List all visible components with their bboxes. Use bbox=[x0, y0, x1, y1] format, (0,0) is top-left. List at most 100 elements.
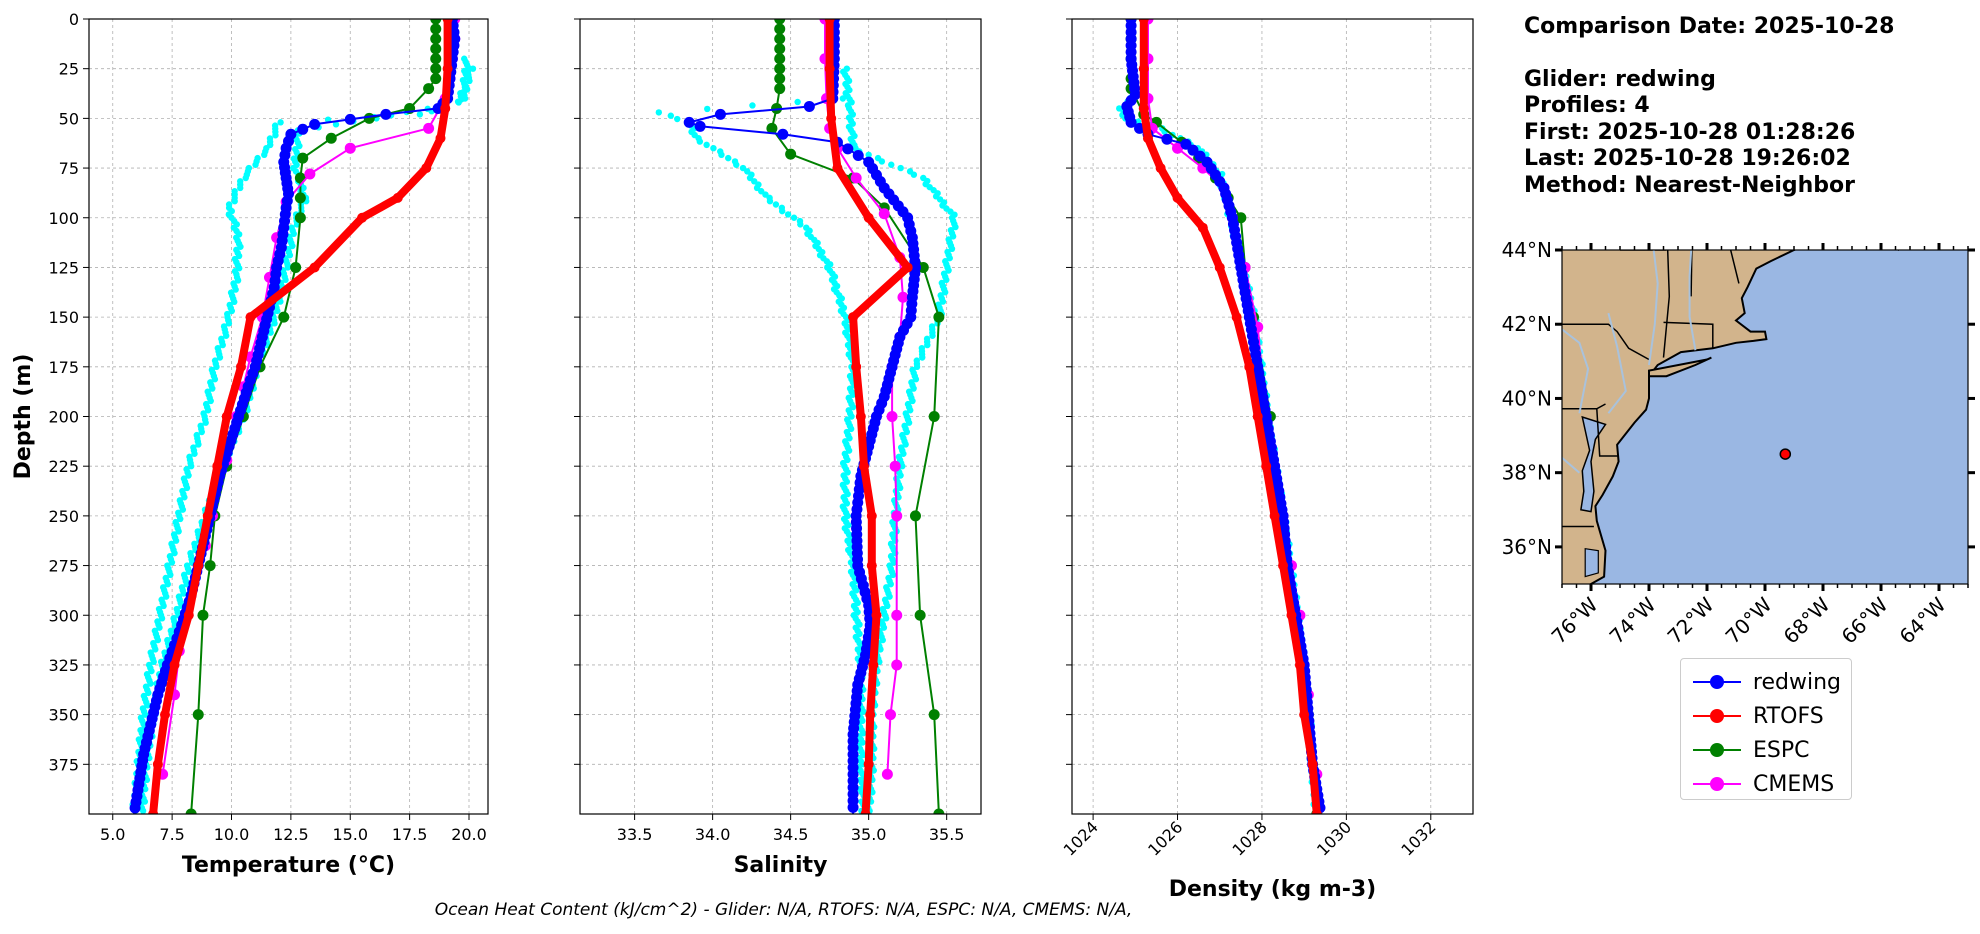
y-tick-label: 375 bbox=[48, 755, 79, 774]
series-point-rtofs bbox=[1155, 163, 1166, 174]
river bbox=[1562, 455, 1581, 474]
series-point-redwing bbox=[852, 149, 864, 161]
glider-raw-point bbox=[286, 252, 294, 259]
series-point-cmems bbox=[850, 172, 862, 184]
plot-area bbox=[1116, 19, 1326, 814]
series-point-rtofs bbox=[1269, 510, 1280, 521]
state-border bbox=[1662, 250, 1671, 358]
legend-entry-espc: ESPC bbox=[1691, 733, 1841, 767]
long-island bbox=[1648, 356, 1712, 378]
series-point-rtofs bbox=[1307, 759, 1318, 770]
glider-raw-point bbox=[185, 568, 193, 575]
series-point-cmems bbox=[886, 411, 898, 422]
x-tick-label: 15.0 bbox=[332, 825, 368, 844]
glider-raw-point bbox=[878, 158, 886, 165]
glider-raw-point bbox=[164, 580, 171, 588]
series-point-rtofs bbox=[1138, 63, 1149, 74]
glider-raw-point bbox=[160, 602, 167, 610]
glider-raw-point bbox=[207, 397, 214, 405]
glider-raw-point bbox=[234, 277, 242, 284]
legend-swatch-cmems bbox=[1691, 776, 1743, 792]
series-point-espc bbox=[192, 709, 204, 721]
glider-raw-point bbox=[941, 289, 949, 296]
x-axis-label: Salinity bbox=[734, 853, 828, 878]
glider-raw-point bbox=[271, 320, 278, 327]
series-point-espc bbox=[430, 63, 442, 75]
series-point-cmems bbox=[423, 122, 435, 134]
legend-label: ESPC bbox=[1753, 737, 1810, 763]
x-tick-label: 17.5 bbox=[392, 825, 428, 844]
glider-raw-point bbox=[865, 151, 872, 159]
y-axis-label: Depth (m) bbox=[11, 354, 36, 480]
glider-raw-point bbox=[332, 121, 340, 128]
glider-raw-point bbox=[469, 65, 477, 72]
series-point-rtofs bbox=[866, 510, 877, 521]
series-point-espc bbox=[785, 148, 797, 160]
river bbox=[1607, 312, 1627, 414]
glider-raw-point bbox=[710, 144, 717, 152]
series-point-cmems bbox=[891, 609, 903, 621]
series-point-espc bbox=[294, 212, 306, 224]
glider-raw-point bbox=[179, 506, 187, 513]
glider-raw-point bbox=[252, 161, 259, 168]
legend-swatch-rtofs bbox=[1691, 708, 1743, 724]
glider-raw-point bbox=[158, 615, 166, 622]
series-point-rtofs bbox=[183, 610, 194, 621]
series-point-espc bbox=[928, 709, 940, 721]
series-point-cmems bbox=[891, 510, 903, 522]
legend-swatch-espc bbox=[1691, 742, 1743, 758]
glider-raw-point bbox=[910, 171, 918, 178]
legend-swatch-redwing bbox=[1691, 674, 1743, 690]
series-point-rtofs bbox=[858, 461, 869, 472]
series-point-espc bbox=[774, 43, 786, 55]
glider-raw-point bbox=[150, 658, 157, 666]
glider-raw-point bbox=[139, 807, 147, 814]
glider-raw-point bbox=[225, 320, 233, 327]
y-tick-label: 250 bbox=[48, 507, 79, 526]
glider-raw-point bbox=[183, 580, 190, 588]
series-point-redwing bbox=[309, 118, 321, 130]
glider-raw-point bbox=[913, 363, 921, 371]
x-tick-label: 10.0 bbox=[214, 825, 250, 844]
legend-label: RTOFS bbox=[1753, 703, 1824, 729]
series-point-espc bbox=[430, 19, 442, 25]
y-tick-label: 125 bbox=[48, 258, 79, 277]
density-panel: 1024 1026 1028 1030 1032 Density (kg m-3) bbox=[1060, 18, 1474, 902]
glider-raw-point bbox=[884, 602, 891, 610]
glider-raw-point bbox=[718, 151, 725, 159]
glider-raw-point bbox=[204, 407, 212, 414]
glider-raw-point bbox=[195, 441, 202, 448]
glider-raw-point bbox=[219, 341, 226, 349]
series-point-rtofs bbox=[1231, 312, 1242, 323]
glider-raw-point bbox=[910, 385, 917, 392]
glider-raw-point bbox=[790, 214, 798, 221]
series-point-cmems bbox=[885, 709, 897, 721]
series-point-redwing bbox=[297, 123, 309, 135]
pamlico-sound bbox=[1584, 548, 1599, 578]
comparison-date: Comparison Date: 2025-10-28 bbox=[1524, 14, 1895, 39]
series-point-espc bbox=[774, 23, 786, 35]
series-point-rtofs bbox=[392, 192, 403, 203]
series-point-rtofs bbox=[212, 461, 223, 472]
salinity-panel: 33.5 34.0 34.5 35.0 35.5 Salinity bbox=[574, 18, 982, 878]
glider-raw-point bbox=[778, 207, 786, 215]
glider-raw-point bbox=[148, 667, 155, 675]
series-point-rtofs bbox=[442, 19, 453, 24]
y-tick-label: 225 bbox=[48, 457, 79, 476]
glider-raw-point bbox=[946, 254, 953, 262]
glider-raw-point bbox=[185, 472, 192, 479]
first-profile-time: First: 2025-10-28 01:28:26 bbox=[1524, 119, 1856, 145]
series-point-espc bbox=[430, 53, 442, 65]
glider-raw-point bbox=[943, 276, 950, 284]
glider-raw-point bbox=[171, 549, 178, 557]
series-point-espc bbox=[933, 808, 945, 814]
glider-raw-point bbox=[888, 161, 895, 168]
series-point-espc bbox=[325, 132, 337, 144]
glider-raw-point bbox=[886, 593, 893, 600]
series-point-espc bbox=[774, 63, 786, 75]
glider-raw-point bbox=[175, 528, 182, 535]
series-point-rtofs bbox=[1138, 19, 1149, 24]
river bbox=[1648, 250, 1659, 366]
glider-raw-point bbox=[879, 636, 886, 644]
glider-raw-point bbox=[1116, 105, 1123, 112]
